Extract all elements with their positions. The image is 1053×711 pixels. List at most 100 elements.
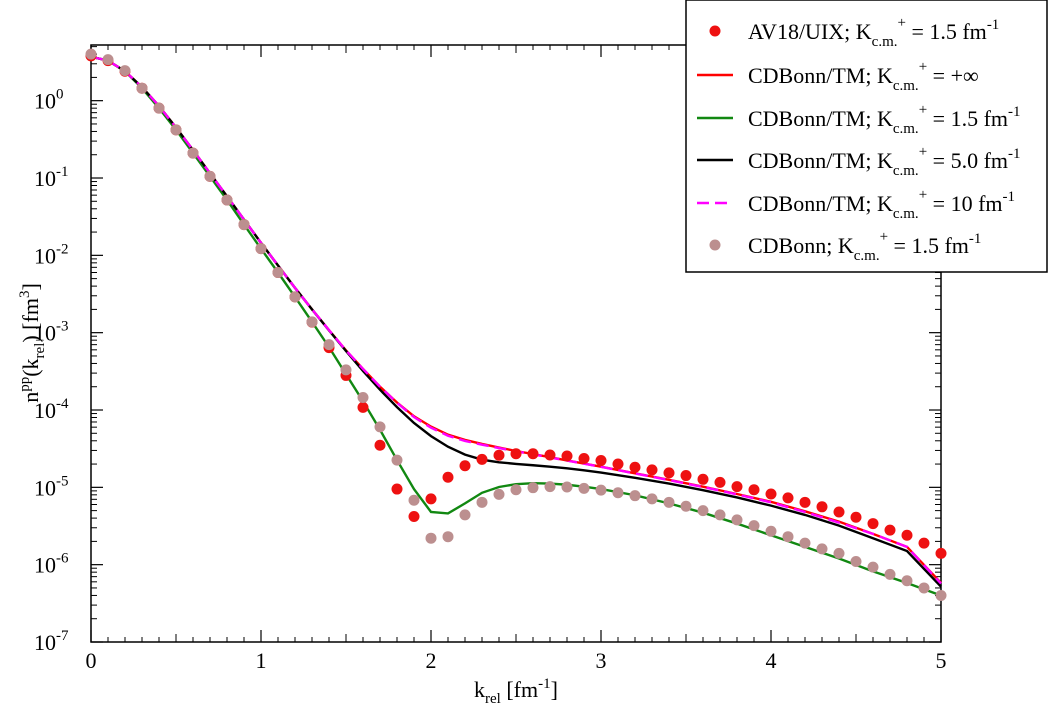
series-5-point xyxy=(561,481,573,493)
y-tick-label: 10-7 xyxy=(34,628,69,655)
legend-marker xyxy=(709,239,721,251)
legend-box xyxy=(685,0,1048,273)
legend-label-main: CDBonn/TM; K xyxy=(748,63,893,88)
series-5-point xyxy=(646,493,658,505)
series-5-point xyxy=(731,514,743,526)
series-5-point xyxy=(748,520,760,532)
series-4-line xyxy=(90,55,942,585)
legend-label-sup: + xyxy=(897,15,905,31)
legend-label: CDBonn/TM; Kc.m.+ = 5.0 fm-1 xyxy=(748,144,1021,179)
legend-label-sup: + xyxy=(919,59,927,75)
legend-label-sup: + xyxy=(919,187,927,203)
legend-label: CDBonn/TM; Kc.m.+ = +∞ xyxy=(748,59,979,94)
y-tick-exp: 0 xyxy=(56,87,64,103)
legend-label-sup: + xyxy=(880,229,888,245)
y-label-sup: pp xyxy=(17,377,33,392)
series-0-point xyxy=(646,464,658,476)
y-tick-base: 10 xyxy=(34,475,56,500)
y-tick-label: 10-6 xyxy=(34,551,69,578)
y-tick-exp: -6 xyxy=(56,551,69,567)
series-0-point xyxy=(884,524,896,536)
series-5-point xyxy=(578,482,590,494)
x-tick-label: 2 xyxy=(426,648,437,673)
y-tick-label: 10-2 xyxy=(34,241,69,268)
y-label-p2: (k xyxy=(18,358,43,376)
series-5-point xyxy=(289,291,301,303)
y-tick-label: 10-3 xyxy=(34,319,69,346)
series-0-point xyxy=(833,506,845,518)
y-tick-base: 10 xyxy=(34,243,56,268)
legend-label: CDBonn/TM; Kc.m.+ = 10 fm-1 xyxy=(748,187,1015,222)
series-5-point xyxy=(238,219,250,231)
series-5-point xyxy=(918,582,930,594)
series-5-point xyxy=(510,484,522,496)
legend-label: CDBonn; Kc.m.+ = 1.5 fm-1 xyxy=(748,229,981,264)
series-5-point xyxy=(629,490,641,502)
y-tick-exp: -7 xyxy=(56,628,69,644)
legend-label-sub: c.m. xyxy=(872,34,898,50)
series-0-point xyxy=(663,467,675,479)
series-5-point xyxy=(442,531,454,543)
series-5-point xyxy=(102,54,114,66)
series-5-point xyxy=(493,488,505,500)
legend-label-main: CDBonn/TM; K xyxy=(748,106,893,131)
series-5-point xyxy=(816,543,828,555)
y-tick-exp: -2 xyxy=(56,241,69,257)
x-label-main: k xyxy=(474,677,485,702)
series-5-point xyxy=(170,124,182,136)
legend-label-rest: = 1.5 fm xyxy=(927,106,1008,131)
legend-label-rest: = 10 fm xyxy=(927,191,1002,216)
series-2-line xyxy=(90,55,942,597)
series-5-point xyxy=(340,364,352,376)
series-0-point xyxy=(442,471,454,483)
series-5-point xyxy=(527,482,539,494)
series-5-point xyxy=(255,243,267,255)
series-5-point xyxy=(612,487,624,499)
y-label-p3: ) [fm xyxy=(18,298,43,343)
series-5-point xyxy=(850,555,862,567)
series-5-point xyxy=(935,589,947,601)
y-tick-label: 100 xyxy=(34,87,64,114)
x-tick-label: 5 xyxy=(936,648,947,673)
series-0-point xyxy=(578,452,590,464)
series-5-point xyxy=(187,147,199,159)
legend-label-main: CDBonn/TM; K xyxy=(748,148,893,173)
legend-label-main: AV18/UIX; K xyxy=(748,19,872,44)
legend-label-unit-sup: -1 xyxy=(1008,146,1021,162)
series-0-point xyxy=(493,449,505,461)
legend-label: AV18/UIX; Kc.m. + = 1.5 fm-1 xyxy=(748,15,999,50)
series-0-point xyxy=(697,473,709,485)
series-5-point xyxy=(595,484,607,496)
series-5-point xyxy=(833,547,845,559)
y-label-p4: ] xyxy=(18,283,43,290)
series-0-point xyxy=(799,496,811,508)
legend-label-rest: = 1.5 fm xyxy=(906,19,987,44)
series-3-line xyxy=(90,55,942,588)
legend-label-unit-sup: -1 xyxy=(969,231,982,247)
series-0-point xyxy=(782,492,794,504)
legend-marker xyxy=(709,25,721,37)
y-tick-base: 10 xyxy=(34,553,56,578)
y-label-sup2: 3 xyxy=(17,291,33,299)
legend-label-main: CDBonn; K xyxy=(748,233,854,258)
series-layer xyxy=(85,48,947,601)
y-tick-base: 10 xyxy=(34,89,56,114)
y-tick-exp: -3 xyxy=(56,319,69,335)
series-0-point xyxy=(816,501,828,513)
x-label-sub: rel xyxy=(485,691,501,707)
legend-label-sub: c.m. xyxy=(893,206,919,222)
legend-label: CDBonn/TM; Kc.m.+ = 1.5 fm-1 xyxy=(748,102,1021,137)
series-0-point xyxy=(765,488,777,500)
series-0-point xyxy=(374,439,386,451)
y-tick-exp: -5 xyxy=(56,473,69,489)
legend-label-sub: c.m. xyxy=(893,78,919,94)
series-0-point xyxy=(459,460,471,472)
series-5-point xyxy=(476,496,488,508)
series-5-point xyxy=(799,537,811,549)
y-label-p1: n xyxy=(18,392,43,403)
y-tick-exp: -4 xyxy=(56,396,69,412)
series-5-point xyxy=(884,568,896,580)
y-tick-base: 10 xyxy=(34,321,56,346)
series-5-point xyxy=(357,392,369,404)
